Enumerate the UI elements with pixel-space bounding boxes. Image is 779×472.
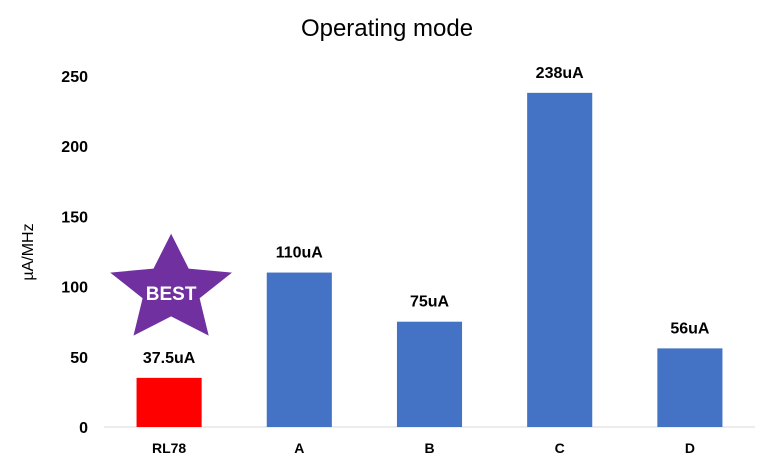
- x-tick-label-c: C: [555, 440, 565, 456]
- bar-rl78: [136, 377, 202, 427]
- data-label-b: 75uA: [410, 294, 450, 311]
- y-tick-label: 50: [70, 350, 88, 367]
- star-icon: [110, 233, 232, 336]
- bar-b: [396, 321, 463, 427]
- x-tick-label-a: A: [294, 440, 304, 456]
- data-label-c: 238uA: [536, 65, 584, 82]
- y-tick-label: 150: [61, 209, 88, 226]
- bar-a: [266, 272, 332, 427]
- best-badge-text: BEST: [146, 284, 197, 305]
- bars-group: [136, 92, 723, 428]
- y-tick-label: 0: [79, 420, 88, 437]
- bar-c: [527, 92, 593, 428]
- data-label-rl78: 37.5uA: [143, 350, 196, 367]
- x-tick-label-b: B: [424, 440, 434, 456]
- y-tick-label: 100: [61, 280, 88, 297]
- x-tick-label-d: D: [685, 440, 695, 456]
- y-axis-ticks: 0 50 100 150 200 250: [61, 69, 88, 437]
- data-label-a: 110uA: [276, 245, 324, 262]
- data-label-d: 56uA: [670, 320, 710, 337]
- x-axis-ticks: RL78 A B C D: [152, 440, 695, 456]
- x-tick-label-rl78: RL78: [152, 440, 186, 456]
- bar-d: [657, 348, 723, 427]
- chart-title: Operating mode: [301, 15, 473, 42]
- data-labels-group: 37.5uA 110uA 75uA 238uA 56uA: [143, 65, 710, 367]
- y-tick-label: 200: [61, 139, 88, 156]
- y-tick-label: 250: [61, 69, 88, 86]
- best-badge: BEST: [110, 233, 232, 336]
- y-axis-label: µA/MHz: [20, 223, 37, 280]
